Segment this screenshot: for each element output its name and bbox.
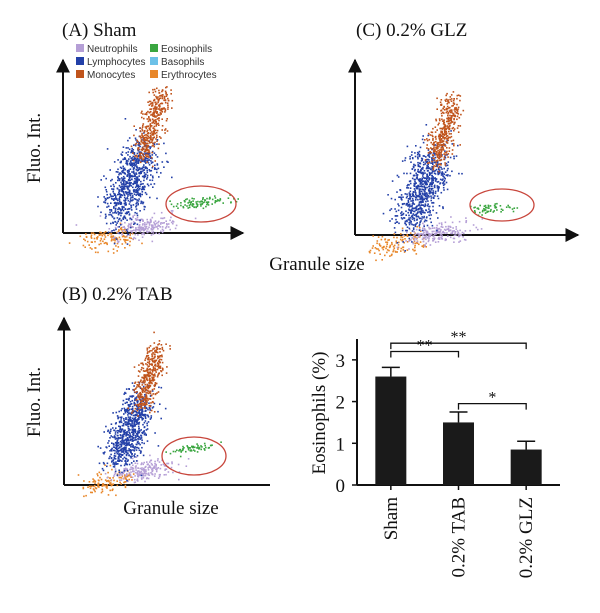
panel-b-x-label: Granule size <box>123 498 218 519</box>
panel-b-title: (B) 0.2% TAB <box>62 284 173 305</box>
significance-label: ** <box>451 329 467 346</box>
lymphocyte-dots <box>382 124 463 252</box>
x-tick-label: 0.2% GLZ <box>516 497 537 578</box>
y-tick-label: 3 <box>336 351 346 372</box>
panel-b: (B) 0.2% TAB Fluo. Int. Granule size <box>24 284 270 519</box>
monocyte-dots <box>127 331 171 417</box>
legend-label-erythrocytes: Erythrocytes <box>161 70 217 81</box>
panel-a: (A) Sham Neutrophils Eosinophils Lymphoc… <box>56 20 245 254</box>
x-tick-label: Sham <box>381 497 402 541</box>
panel-a-title: (A) Sham <box>62 20 137 41</box>
neutrophil-dots <box>396 216 484 250</box>
legend-swatch-basophils <box>150 57 158 65</box>
panel-c-scatter <box>368 91 519 262</box>
eosinophil-bar-chart: Eosinophils (%) 0 1 2 3 Sham 0.2% TAB 0.2% GLZ… <box>309 329 560 578</box>
significance-label: * <box>488 390 496 407</box>
legend-swatch-eosinophils <box>150 44 158 52</box>
lymphocyte-dots <box>97 381 167 482</box>
panel-c: (C) 0.2% GLZ <box>348 20 580 262</box>
panel-c-eosinophil-gate <box>469 188 535 222</box>
significance-bracket <box>390 350 460 358</box>
panel-a-scatter <box>68 86 239 254</box>
bar <box>510 449 542 485</box>
panel-a-eosinophil-gate <box>165 185 237 223</box>
x-tick-label: 0.2% TAB <box>449 497 470 577</box>
erythrocyte-dots <box>368 225 427 262</box>
erythrocyte-dots <box>68 222 143 254</box>
legend-swatch-lymphocytes <box>76 57 84 65</box>
significance-label: ** <box>417 338 433 355</box>
legend-label-lymphocytes: Lymphocytes <box>87 57 146 68</box>
eosinophil-dots <box>165 441 222 458</box>
y-tick-label: 1 <box>336 434 346 455</box>
legend: Neutrophils Eosinophils Lymphocytes Baso… <box>76 44 217 81</box>
significance-bracket <box>390 342 527 350</box>
neutrophil-dots <box>104 454 190 484</box>
bar <box>375 376 407 485</box>
legend-label-monocytes: Monocytes <box>87 70 135 81</box>
panel-b-scatter <box>77 331 222 498</box>
significance-bracket <box>457 403 527 410</box>
legend-swatch-neutrophils <box>76 44 84 52</box>
bar-y-label: Eosinophils (%) <box>309 352 330 475</box>
top-x-label: Granule size <box>269 254 364 275</box>
panel-c-title: (C) 0.2% GLZ <box>356 20 467 41</box>
neutrophil-dots <box>75 210 197 244</box>
legend-label-neutrophils: Neutrophils <box>87 44 138 55</box>
eosinophil-dots <box>470 202 519 217</box>
y-tick-label: 2 <box>336 393 346 414</box>
y-tick-label: 0 <box>336 476 346 497</box>
panel-b-y-label: Fluo. Int. <box>24 367 45 437</box>
monocyte-dots <box>130 86 174 168</box>
panel-b-eosinophil-gate <box>161 436 227 476</box>
monocyte-dots <box>424 91 465 173</box>
lymphocyte-dots <box>97 118 173 245</box>
legend-swatch-erythrocytes <box>150 70 158 78</box>
legend-label-eosinophils: Eosinophils <box>161 44 212 55</box>
panel-a-y-label: Fluo. Int. <box>24 113 45 183</box>
legend-label-basophils: Basophils <box>161 57 204 68</box>
eosinophil-dots <box>169 194 239 210</box>
legend-swatch-monocytes <box>76 70 84 78</box>
bar <box>443 422 474 485</box>
